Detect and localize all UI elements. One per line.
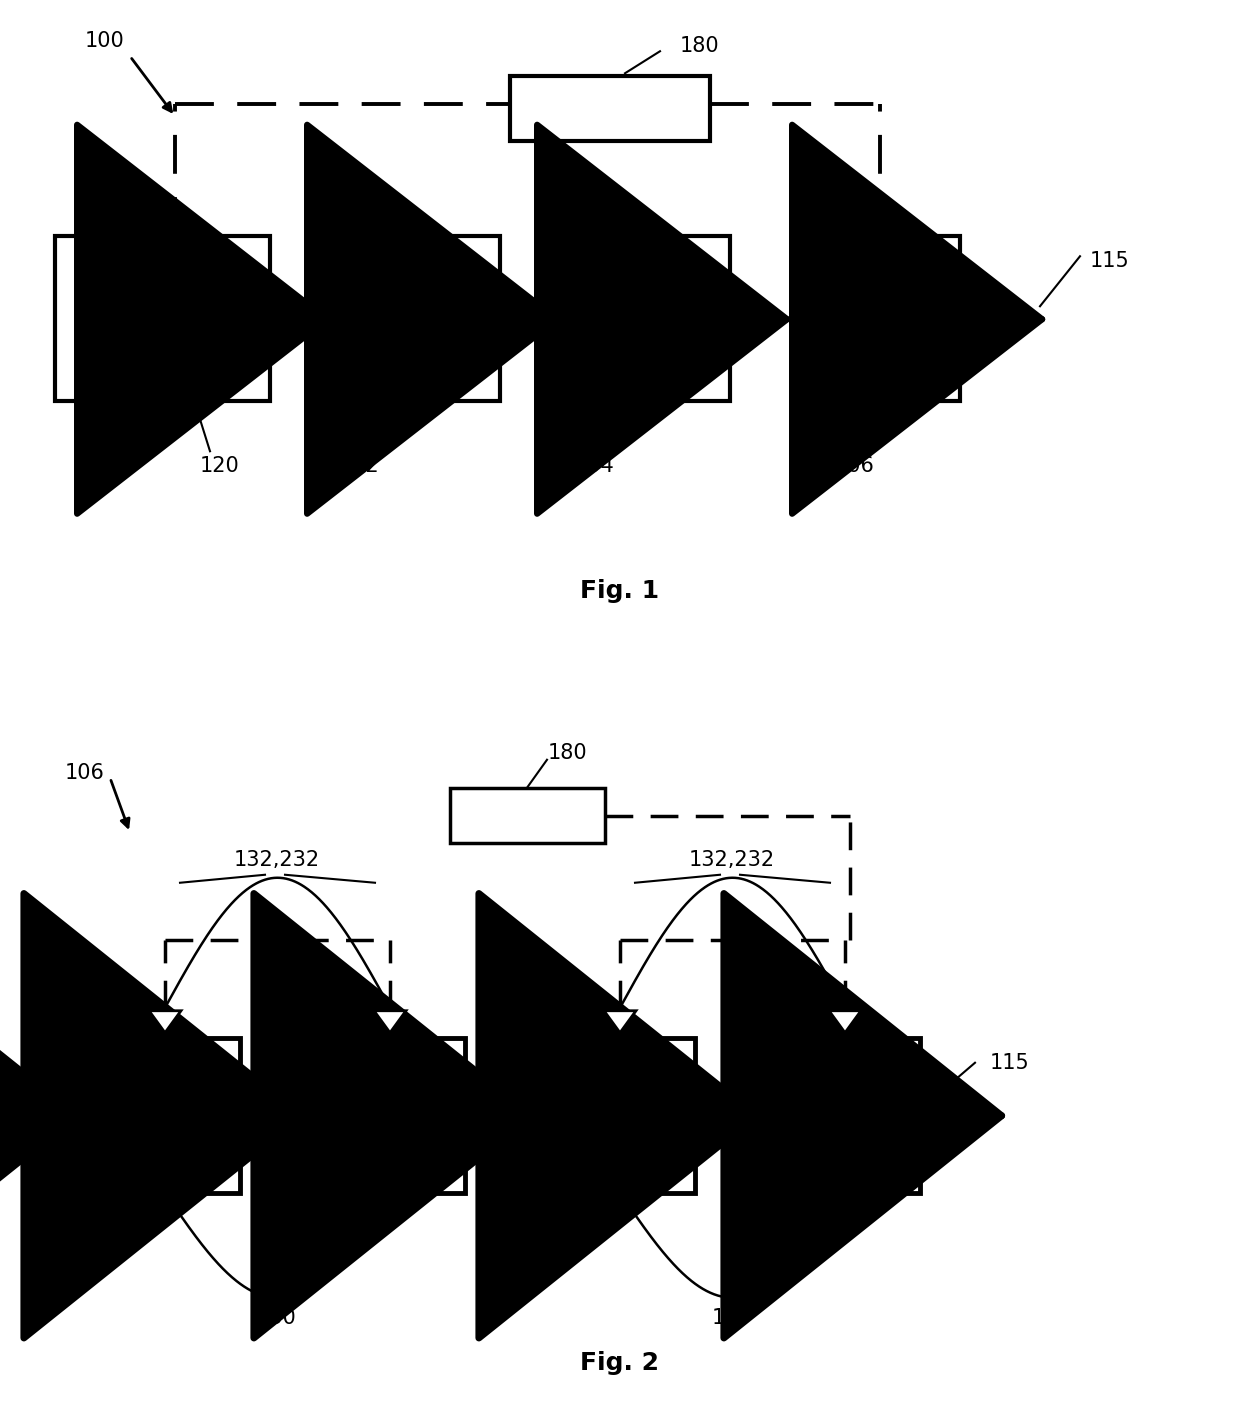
Text: 132,232: 132,232 <box>234 850 320 869</box>
Text: Fig. 1: Fig. 1 <box>580 579 660 603</box>
Bar <box>315 1037 465 1192</box>
Bar <box>450 788 605 842</box>
Text: 120: 120 <box>200 457 239 477</box>
Text: 106: 106 <box>835 457 875 477</box>
Polygon shape <box>149 1010 181 1033</box>
Polygon shape <box>830 1010 861 1033</box>
Text: 102: 102 <box>340 457 379 477</box>
Text: 115: 115 <box>990 1053 1029 1073</box>
Text: 104: 104 <box>575 457 615 477</box>
Text: 180: 180 <box>681 36 719 57</box>
Polygon shape <box>604 1010 636 1033</box>
Bar <box>91 1037 241 1192</box>
Text: Fig. 2: Fig. 2 <box>580 1350 660 1375</box>
Text: 180: 180 <box>547 743 587 763</box>
Polygon shape <box>374 1010 405 1033</box>
Bar <box>215 236 270 401</box>
Text: 132,232: 132,232 <box>689 850 775 869</box>
Text: 130: 130 <box>257 1308 296 1328</box>
Bar <box>546 1037 694 1192</box>
Bar <box>510 77 711 141</box>
Text: 115: 115 <box>1090 252 1130 272</box>
Text: 110: 110 <box>100 457 140 477</box>
Text: 100: 100 <box>86 31 125 51</box>
Text: 130: 130 <box>712 1308 751 1328</box>
Bar <box>770 1037 920 1192</box>
Bar <box>800 236 960 401</box>
Bar <box>570 236 730 401</box>
Bar <box>55 236 215 401</box>
Text: 106: 106 <box>64 763 105 783</box>
Bar <box>340 236 500 401</box>
